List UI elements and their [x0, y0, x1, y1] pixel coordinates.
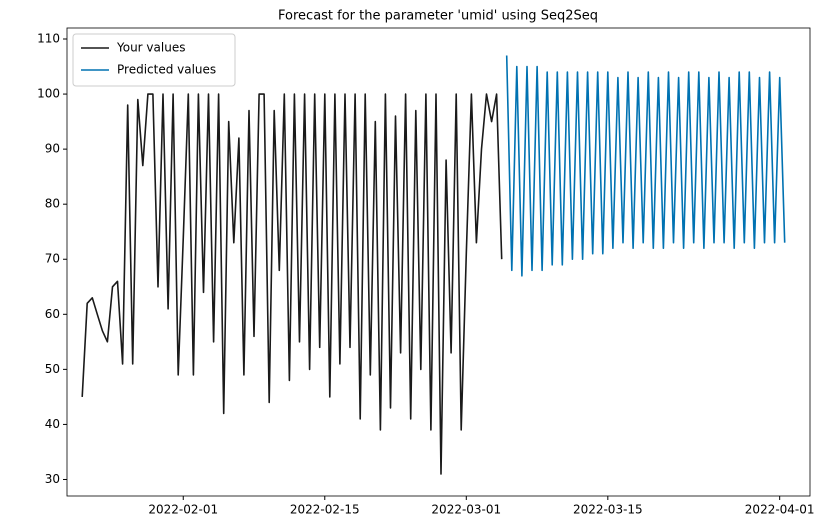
series-line: [81, 93, 503, 475]
x-tick-label: 2022-03-15: [573, 503, 643, 517]
y-tick-label: 110: [37, 32, 60, 46]
x-tick-label: 2022-02-01: [148, 503, 218, 517]
y-tick-label: 70: [45, 252, 60, 266]
x-tick-label: 2022-02-15: [290, 503, 360, 517]
x-tick-label: 2022-04-01: [745, 503, 815, 517]
y-tick-label: 100: [37, 87, 60, 101]
legend-label: Your values: [116, 41, 185, 55]
x-tick-label: 2022-03-01: [431, 503, 501, 517]
plot-frame: [66, 27, 811, 497]
y-tick-label: 40: [45, 417, 60, 431]
y-tick-label: 80: [45, 197, 60, 211]
y-tick-label: 50: [45, 362, 60, 376]
legend-label: Predicted values: [117, 63, 216, 77]
chart-title: Forecast for the parameter 'umid' using …: [278, 9, 598, 24]
legend-box: [72, 33, 236, 87]
series-line: [505, 55, 786, 277]
y-tick-label: 30: [45, 472, 60, 486]
y-tick-label: 60: [45, 307, 60, 321]
y-tick-label: 90: [45, 142, 60, 156]
